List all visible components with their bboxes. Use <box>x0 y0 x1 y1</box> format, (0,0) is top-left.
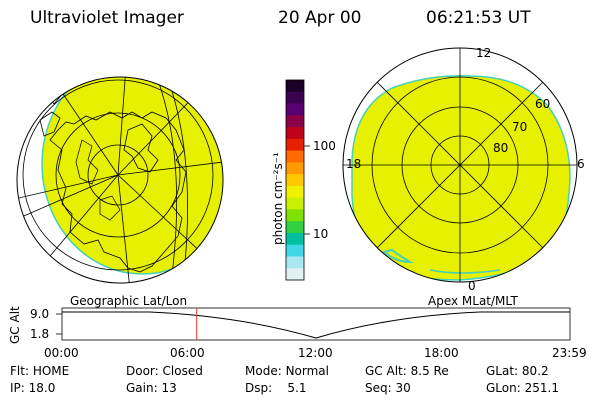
colorbar-swatch <box>286 80 304 93</box>
mlat-label-70: 70 <box>512 120 528 134</box>
mlat-label-60: 60 <box>535 97 551 111</box>
colorbar-unit-label: photon cm⁻²s⁻¹ <box>271 152 285 245</box>
colorbar <box>285 79 310 281</box>
colorbar-tick-10: 10 <box>313 227 329 241</box>
status-gc-alt: GC Alt: 8.5 Re <box>365 364 449 378</box>
lat-circle-70 <box>55 112 181 238</box>
colorbar-swatch <box>286 209 304 222</box>
mlt-line-diag <box>376 81 544 249</box>
colorbar-swatch <box>286 197 304 210</box>
earth-limb-left <box>16 76 224 284</box>
xtick-1800: 18:00 <box>424 346 459 360</box>
xtick-0600: 06:00 <box>170 346 205 360</box>
aurora-image-left <box>41 77 223 275</box>
colorbar-swatch <box>286 127 304 140</box>
xtick-2359: 23:59 <box>552 346 587 360</box>
mlt-label-0: 0 <box>468 279 476 293</box>
time-label: 06:21:53 UT <box>426 8 531 28</box>
coastline-islands <box>123 123 159 173</box>
status-gain: Gain: 13 <box>126 381 177 395</box>
mlt-label-12: 12 <box>476 46 492 60</box>
colorbar-swatch <box>286 256 304 269</box>
colorbar-swatch <box>286 150 304 163</box>
colorbar-swatch <box>286 244 304 257</box>
colorbar-swatch <box>286 91 304 105</box>
colorbar-frame <box>285 79 305 281</box>
instrument-title: Ultraviolet Imager <box>30 8 184 28</box>
status-flt: Flt: HOME <box>10 364 70 378</box>
colorbar-swatch <box>286 115 304 128</box>
altitude-ylabel: GC Alt <box>8 306 22 344</box>
colorbar-swatch <box>286 185 304 199</box>
altitude-ytick-low: 1.8 <box>30 327 50 341</box>
right-panel-label: Apex MLat/MLT <box>428 294 518 308</box>
mlt-label-6: 6 <box>577 157 585 171</box>
lon-line <box>17 174 119 223</box>
lat-circle-80 <box>87 144 149 206</box>
colorbar-swatch <box>286 232 304 246</box>
status-glat: GLat: 80.2 <box>486 364 549 378</box>
coastline-lakes <box>75 139 121 221</box>
xtick-1200: 12:00 <box>298 346 333 360</box>
colorbar-swatch <box>286 174 304 187</box>
colorbar-swatch <box>286 138 304 152</box>
colorbar-tick-100: 100 <box>313 139 336 153</box>
altitude-plot <box>56 307 571 341</box>
colorbar-swatch <box>286 162 304 175</box>
status-dsp: Dsp: 5.1 <box>245 381 307 395</box>
colorbar-swatch <box>286 103 304 116</box>
lon-line <box>117 159 223 176</box>
status-mode: Mode: Normal <box>245 364 329 378</box>
left-panel-label: Geographic Lat/Lon <box>70 294 188 308</box>
mlat-label-80: 80 <box>493 141 509 155</box>
lat-circle-60 <box>22 79 214 271</box>
lon-line <box>117 77 129 176</box>
lon-line <box>117 174 131 283</box>
mlt-label-18: 18 <box>346 157 362 171</box>
aurora-arc <box>429 269 501 274</box>
altitude-frame <box>61 307 571 341</box>
status-seq: Seq: 30 <box>365 381 411 395</box>
colorbar-swatch <box>286 221 304 234</box>
colorbar-swatch <box>286 268 304 281</box>
coastline-north <box>29 77 57 85</box>
status-door: Door: Closed <box>126 364 203 378</box>
date-label: 20 Apr 00 <box>278 8 362 28</box>
lon-line <box>17 174 119 201</box>
xtick-0000: 00:00 <box>44 346 79 360</box>
magnetic-image <box>342 47 578 283</box>
status-glon: GLon: 251.1 <box>486 381 559 395</box>
status-ip: IP: 18.0 <box>10 381 56 395</box>
altitude-curve <box>62 311 570 339</box>
altitude-ytick-high: 9.0 <box>30 307 50 321</box>
geographic-image <box>16 76 224 284</box>
